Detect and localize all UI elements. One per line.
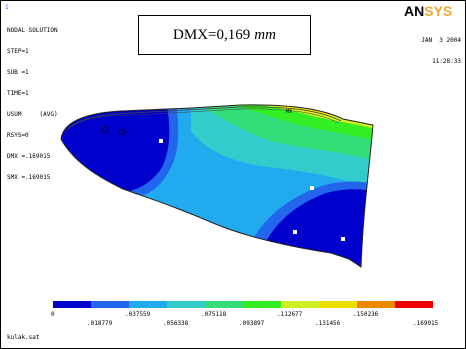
info-line-step: STEP=1 xyxy=(7,48,29,55)
legend-label-top-2: .037559 xyxy=(125,311,151,318)
legend-swatch-9 xyxy=(357,301,395,308)
legend-label-top-3: .075118 xyxy=(201,311,227,318)
legend-label-bottom-5: .169015 xyxy=(413,320,439,327)
legend-swatch-1 xyxy=(53,301,91,308)
legend-swatch-10 xyxy=(395,301,433,308)
legend-label-bottom-2: .056338 xyxy=(163,320,189,327)
time-text: 11:28:33 xyxy=(432,58,461,65)
dmx-callout-value: DMX=0,169 xyxy=(173,26,251,43)
info-line-rsys: RSYS=0 xyxy=(7,132,29,139)
node-marker xyxy=(159,139,163,143)
dmx-callout: DMX=0,169 mm xyxy=(138,15,311,55)
legend-swatch-6 xyxy=(243,301,281,308)
legend-label-bottom-1: .018779 xyxy=(87,320,113,327)
info-line-dmx: DMX =.169015 xyxy=(7,153,51,160)
node-marker xyxy=(293,230,297,234)
window-number: 1 xyxy=(5,4,9,11)
node-marker xyxy=(119,129,125,135)
logo-text-accent: SYS xyxy=(424,3,453,19)
legend-label-top-1: 0 xyxy=(51,311,55,318)
dmx-callout-unit: mm xyxy=(254,26,276,43)
legend-swatch-4 xyxy=(167,301,205,308)
node-marker xyxy=(101,126,109,134)
contour-fill-group xyxy=(61,104,373,267)
legend-swatch-3 xyxy=(129,301,167,308)
info-line-sub: SUB =1 xyxy=(7,69,29,76)
legend-label-top-4: .112677 xyxy=(277,311,303,318)
solution-info-block: NODAL SOLUTION STEP=1 SUB =1 TIME=1 USUM… xyxy=(7,13,58,195)
legend-swatch-5 xyxy=(205,301,243,308)
contour-legend-bar xyxy=(53,301,433,308)
node-marker xyxy=(310,186,314,190)
ansys-logo: ANSYS xyxy=(404,3,452,19)
info-line-smx: SMX =.169015 xyxy=(7,174,51,181)
date-text: JAN 3 2004 xyxy=(421,37,461,44)
info-line-usum: USUM (AVG) xyxy=(7,111,58,118)
legend-swatch-2 xyxy=(91,301,129,308)
legend-label-top-5: .150236 xyxy=(353,311,379,318)
legend-swatch-8 xyxy=(319,301,357,308)
contour-model-plot xyxy=(60,104,374,268)
info-line-time: TIME=1 xyxy=(7,90,29,97)
legend-swatch-7 xyxy=(281,301,319,308)
node-marker xyxy=(341,237,345,241)
legend-label-bottom-3: .093897 xyxy=(239,320,265,327)
logo-text-dark: AN xyxy=(404,3,425,19)
legend-label-bottom-4: .131456 xyxy=(315,320,341,327)
info-line-title: NODAL SOLUTION xyxy=(7,27,58,34)
model-filename: kulak.sat xyxy=(7,334,40,341)
max-marker-label: MX xyxy=(286,109,293,115)
date-time-stamp: JAN 3 2004 11:28:33 xyxy=(399,23,461,79)
